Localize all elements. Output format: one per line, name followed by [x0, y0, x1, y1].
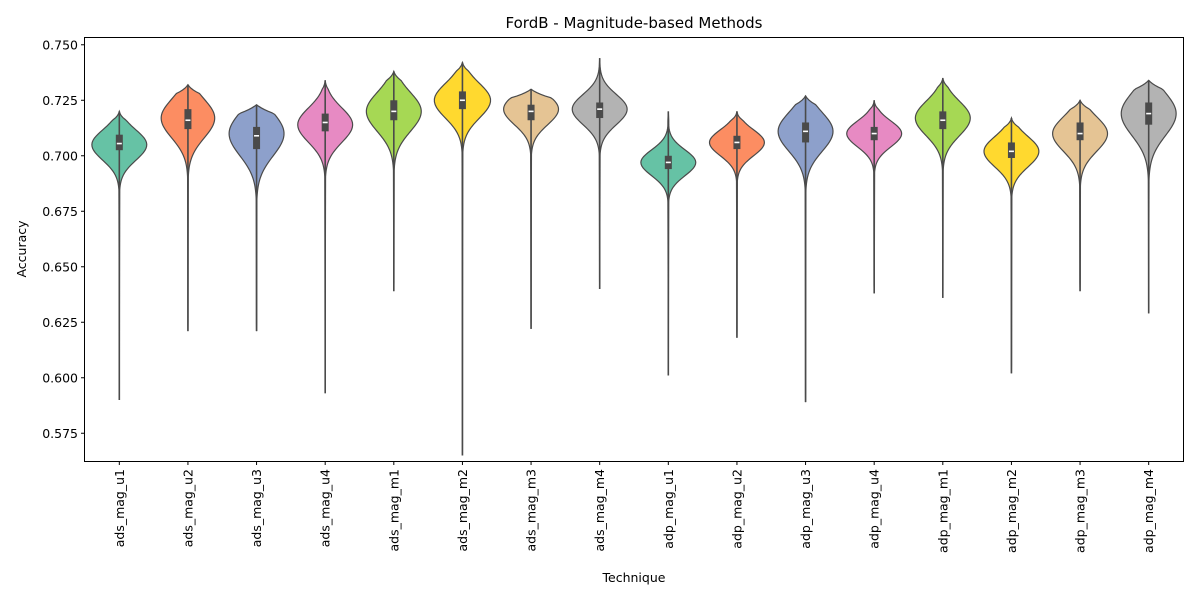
- x-tick-label: ads_mag_u3: [249, 469, 264, 547]
- x-axis: ads_mag_u1 ads_mag_u2 ads_mag_u3 ads_mag_u4…: [112, 461, 1156, 553]
- x-tick-label: ads_mag_u2: [180, 469, 195, 547]
- violin-ads_mag_m2: [433, 60, 492, 456]
- y-tick-label: 0.700: [42, 148, 78, 163]
- x-tick-label: ads_mag_m4: [592, 469, 607, 552]
- violin-iqr-box: [596, 102, 604, 119]
- x-tick-label: ads_mag_m3: [524, 469, 539, 552]
- y-tick-label: 0.750: [42, 37, 78, 52]
- violin-iqr-box: [184, 109, 192, 130]
- violin-ads_mag_u1: [91, 109, 148, 400]
- x-tick-label: adp_mag_u3: [798, 469, 813, 549]
- x-tick-label: adp_mag_m2: [1004, 469, 1019, 553]
- violin-ads_mag_m1: [365, 69, 422, 292]
- x-tick-label: adp_mag_u4: [867, 469, 882, 549]
- x-tick-label: adp_mag_m1: [935, 469, 950, 553]
- x-tick-label: ads_mag_m2: [455, 469, 470, 552]
- violin-iqr-box: [253, 126, 261, 150]
- violin-adp_mag_u4: [846, 100, 903, 294]
- violin-adp_mag_m2: [983, 116, 1040, 374]
- x-tick-label: adp_mag_u1: [661, 469, 676, 549]
- x-tick-label: adp_mag_m4: [1141, 469, 1156, 553]
- y-tick-label: 0.575: [42, 426, 78, 441]
- y-axis: 0.575 0.600 0.625 0.650 0.675 0.700 0.725 0.750: [42, 37, 85, 441]
- violin-iqr-box: [527, 104, 535, 121]
- violin-ads_mag_u3: [228, 103, 285, 332]
- y-tick-label: 0.675: [42, 204, 78, 219]
- x-tick-label: ads_mag_u1: [112, 469, 127, 547]
- violin-iqr-box: [390, 100, 398, 121]
- violin-ads_mag_u4: [297, 80, 354, 394]
- violin-iqr-box: [802, 122, 810, 143]
- violin-adp_mag_u3: [777, 94, 834, 403]
- y-tick-label: 0.625: [42, 315, 78, 330]
- plot-frame: [84, 37, 1184, 462]
- x-tick-label: ads_mag_m1: [386, 469, 401, 552]
- violin-layer: [91, 58, 1177, 456]
- violin-iqr-box: [115, 134, 123, 151]
- violin-adp_mag_u1: [640, 111, 697, 376]
- violin-adp_mag_u2: [708, 111, 765, 338]
- y-tick-label: 0.725: [42, 93, 78, 108]
- y-tick-label: 0.650: [42, 259, 78, 274]
- x-tick-label: ads_mag_u4: [318, 469, 333, 547]
- violin-adp_mag_m4: [1120, 79, 1177, 314]
- y-tick-label: 0.600: [42, 370, 78, 385]
- violin-adp_mag_m3: [1052, 98, 1109, 292]
- x-axis-label: Technique: [602, 570, 666, 585]
- x-tick-label: adp_mag_u2: [729, 469, 744, 549]
- violin-iqr-box: [1076, 122, 1084, 141]
- violin-iqr-box: [1007, 142, 1015, 158]
- violin-ads_mag_m4: [571, 58, 628, 289]
- x-tick-label: adp_mag_m3: [1073, 469, 1088, 553]
- violin-adp_mag_m1: [914, 77, 971, 298]
- chart-title: FordB - Magnitude-based Methods: [506, 14, 763, 32]
- violin-ads_mag_m3: [503, 88, 560, 329]
- y-axis-label: Accuracy: [14, 220, 29, 278]
- violin-ads_mag_u2: [160, 83, 216, 332]
